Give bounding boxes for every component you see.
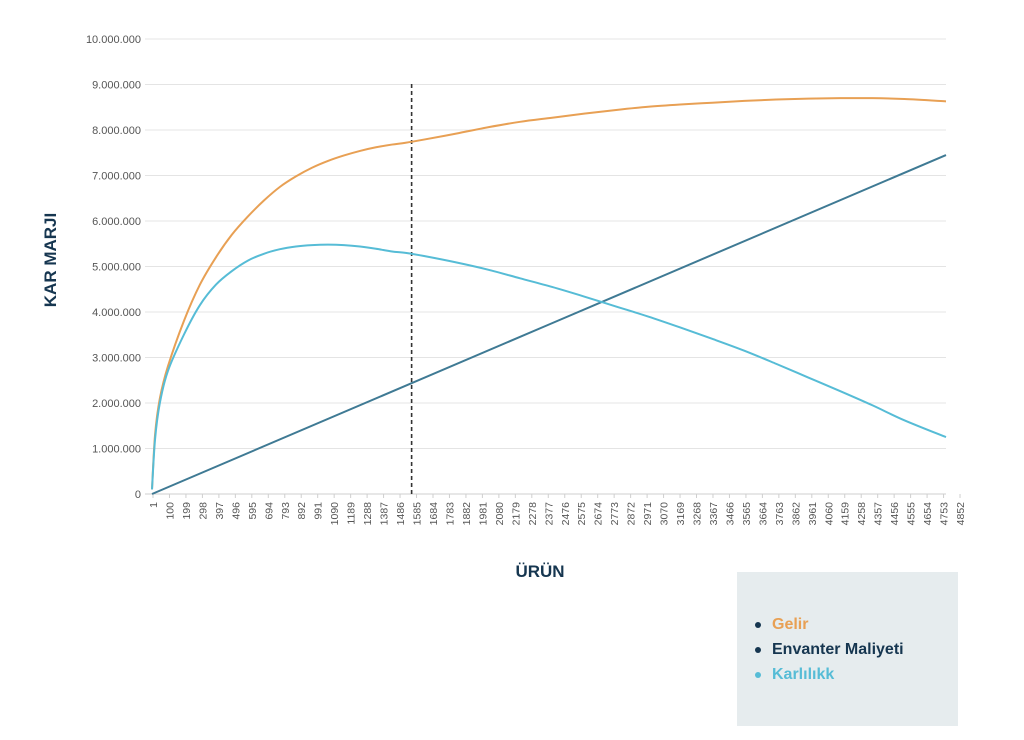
legend-dot-icon bbox=[755, 621, 761, 628]
x-tick-label: 1981 bbox=[477, 502, 489, 526]
x-tick-label: 3763 bbox=[774, 502, 786, 526]
x-tick-label: 4357 bbox=[873, 502, 885, 526]
x-tick-label: 1783 bbox=[444, 502, 456, 526]
x-tick-label: 298 bbox=[197, 502, 209, 520]
x-tick-label: 694 bbox=[263, 502, 275, 520]
x-tick-label: 3862 bbox=[790, 502, 802, 526]
x-tick-label: 2674 bbox=[593, 502, 605, 526]
y-tick-label: 4.000.000 bbox=[92, 307, 141, 319]
x-tick-label: 1387 bbox=[379, 502, 391, 526]
x-tick-label: 3466 bbox=[724, 502, 736, 526]
x-tick-label: 496 bbox=[230, 502, 242, 520]
x-tick-label: 2377 bbox=[543, 502, 555, 526]
x-tick-label: 793 bbox=[280, 502, 292, 520]
x-tick-label: 1882 bbox=[461, 502, 473, 526]
legend-label: Gelir bbox=[772, 615, 809, 633]
x-tick-label: 4159 bbox=[840, 502, 852, 526]
y-axis-title: KAR MARJI bbox=[41, 213, 60, 307]
series-line-karl-l-kk bbox=[151, 243, 947, 490]
x-tick-labels: 1 100 199 298 397 496 595 694 793 892 991 1090 1189 1… bbox=[148, 494, 967, 525]
y-tick-label: 9.000.000 bbox=[92, 80, 141, 92]
legend-list: Gelir Envanter Maliyeti Karlılıkk bbox=[755, 612, 904, 687]
x-tick-label: 4060 bbox=[823, 502, 835, 526]
x-tick-label: 3169 bbox=[675, 502, 687, 526]
series-lines bbox=[151, 97, 947, 495]
x-tick-label: 2773 bbox=[609, 502, 621, 526]
legend-dot-icon bbox=[755, 646, 761, 653]
x-tick-label: 100 bbox=[164, 502, 176, 520]
x-tick-label: 1189 bbox=[346, 502, 358, 525]
legend-label: Karlılıkk bbox=[772, 665, 835, 683]
x-tick-label: 4456 bbox=[889, 502, 901, 526]
x-tick-label: 2872 bbox=[626, 502, 638, 526]
legend-dot-icon bbox=[755, 671, 761, 678]
legend-item-gelir: Gelir bbox=[755, 612, 904, 637]
x-tick-label: 4258 bbox=[856, 502, 868, 526]
x-tick-label: 4753 bbox=[939, 502, 951, 526]
y-tick-label: 10.000.000 bbox=[86, 34, 141, 46]
x-tick-label: 1684 bbox=[428, 502, 440, 526]
legend-item-karlilik: Karlılıkk bbox=[755, 662, 904, 687]
y-tick-label: 2.000.000 bbox=[92, 398, 141, 410]
x-tick-label: 595 bbox=[247, 502, 259, 520]
x-tick-label: 3664 bbox=[757, 502, 769, 526]
x-tick-label: 2278 bbox=[527, 502, 539, 526]
legend: Gelir Envanter Maliyeti Karlılıkk bbox=[737, 572, 958, 726]
x-tick-label: 1090 bbox=[329, 502, 341, 526]
x-tick-label: 3961 bbox=[807, 502, 819, 526]
x-tick-label: 2476 bbox=[560, 502, 572, 526]
x-axis-title: ÜRÜN bbox=[515, 562, 564, 581]
x-tick-label: 2971 bbox=[642, 502, 654, 526]
x-tick-label: 4852 bbox=[955, 502, 967, 526]
x-tick-label: 3565 bbox=[741, 502, 753, 526]
legend-item-envanter-maliyeti: Envanter Maliyeti bbox=[755, 637, 904, 662]
x-tick-label: 1486 bbox=[395, 502, 407, 526]
x-tick-label: 3268 bbox=[692, 502, 704, 526]
x-tick-label: 2179 bbox=[510, 502, 522, 526]
y-tick-label: 5.000.000 bbox=[92, 262, 141, 274]
x-tick-label: 1585 bbox=[412, 502, 424, 526]
x-tick-label: 991 bbox=[313, 502, 325, 520]
x-tick-label: 4654 bbox=[922, 502, 934, 526]
x-tick-label: 397 bbox=[214, 502, 226, 520]
x-tick-label: 3070 bbox=[659, 502, 671, 526]
y-tick-label: 0 bbox=[135, 489, 141, 501]
x-tick-label: 2575 bbox=[576, 502, 588, 526]
grid-lines bbox=[145, 38, 946, 495]
x-tick-label: 1288 bbox=[362, 502, 374, 526]
series-line-gelir bbox=[151, 97, 947, 490]
x-tick-label: 199 bbox=[181, 502, 193, 520]
x-tick-label: 1 bbox=[148, 502, 160, 508]
y-tick-label: 6.000.000 bbox=[92, 216, 141, 228]
y-tick-labels: 0 1.000.000 2.000.000 3.000.000 4.000.000 5.0… bbox=[86, 34, 141, 501]
y-tick-label: 3.000.000 bbox=[92, 353, 141, 365]
x-tick-label: 4555 bbox=[906, 502, 918, 526]
y-tick-label: 8.000.000 bbox=[92, 125, 141, 137]
series-line-envanter-maliyeti bbox=[151, 154, 947, 495]
y-tick-label: 1.000.000 bbox=[92, 444, 141, 456]
x-tick-label: 892 bbox=[296, 502, 308, 520]
y-tick-label: 7.000.000 bbox=[92, 171, 141, 183]
x-tick-label: 3367 bbox=[708, 502, 720, 526]
x-tick-label: 2080 bbox=[494, 502, 506, 526]
legend-label: Envanter Maliyeti bbox=[772, 640, 904, 658]
